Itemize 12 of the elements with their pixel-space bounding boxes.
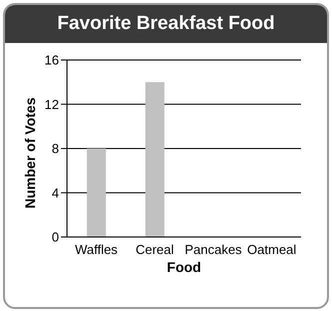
- x-tick-label: Cereal: [136, 242, 174, 258]
- x-tick-label: Waffles: [74, 242, 118, 258]
- x-tick-label: Oatmeal: [247, 242, 296, 258]
- y-tick-label: 4: [52, 185, 59, 200]
- y-tick-label: 0: [52, 230, 59, 245]
- y-tick-label: 16: [44, 52, 59, 68]
- y-axis-title: Number of Votes: [22, 97, 38, 208]
- x-axis-title: Food: [166, 259, 202, 275]
- y-tick-label: 8: [52, 141, 59, 156]
- y-tick-label: 12: [44, 96, 59, 112]
- x-tick-label: Pancakes: [184, 242, 242, 258]
- chart-title: Favorite Breakfast Food: [5, 5, 327, 43]
